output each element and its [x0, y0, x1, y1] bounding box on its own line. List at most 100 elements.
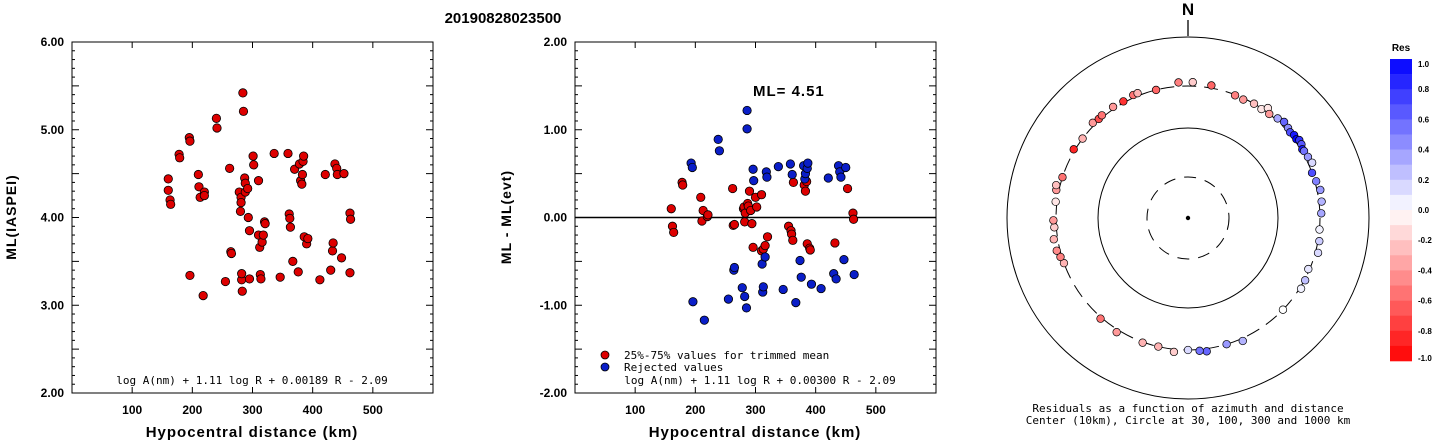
- ml-point: [303, 233, 313, 244]
- azimuth-residual-point: [1307, 158, 1317, 167]
- trimmed-mean-point: [800, 186, 811, 196]
- ml-point: [236, 197, 246, 208]
- azimuth-residual-point: [1300, 276, 1310, 285]
- x-tick-label: 300: [242, 403, 262, 417]
- figure-title: 20190828023500: [445, 10, 562, 27]
- y-tick-label: 6.00: [41, 35, 65, 49]
- ml-axis-ticks: 100 200 300 400 500 2.00 3.00 4.00 5.00 6.00: [41, 35, 433, 417]
- azimuth-residual-point: [1207, 81, 1216, 90]
- y-tick-label: 1.00: [544, 123, 568, 137]
- colorbar-cell: [1390, 345, 1412, 362]
- azimuth-residual-point: [1097, 111, 1107, 120]
- rejected-point: [787, 169, 797, 180]
- x-tick-label: 100: [122, 403, 142, 417]
- ml-point: [235, 206, 246, 216]
- colorbar-cell: [1390, 134, 1412, 150]
- ml-point: [199, 190, 209, 201]
- rejected-point: [699, 315, 709, 325]
- residual-x-axis-label: Hypocentral distance (km): [649, 424, 862, 441]
- colorbar-cell: [1390, 164, 1412, 181]
- azimuth-residual-point: [1313, 248, 1323, 257]
- ml-point: [345, 268, 355, 278]
- ml-point: [244, 226, 255, 236]
- azimuth-residual-point: [1056, 252, 1065, 262]
- trimmed-mean-point: [805, 245, 815, 255]
- residual-axis-ticks: 100 200 300 400 500 -2.00 -1.00 0.00 1.00 2.00: [540, 35, 936, 417]
- colorbar-cell: [1390, 119, 1412, 135]
- azimuth-residual-point: [1315, 237, 1324, 246]
- rejected-point: [742, 105, 752, 116]
- colorbar-tick-label: 1.0: [1418, 60, 1430, 69]
- ml-point: [249, 160, 259, 170]
- rejected-point: [713, 134, 723, 145]
- ml-point: [163, 174, 173, 184]
- ml-point: [211, 113, 221, 123]
- trimmed-mean-point: [756, 190, 767, 200]
- ml-point: [283, 148, 293, 159]
- rejected-point: [816, 283, 826, 294]
- rejected-point: [737, 283, 747, 293]
- ml-point: [297, 169, 308, 180]
- colorbar-cell: [1390, 149, 1412, 165]
- azimuth-residual-point: [1188, 78, 1197, 87]
- ml-point: [260, 219, 270, 229]
- azimuth-residual-point: [1112, 328, 1121, 337]
- y-tick-label: 2.00: [41, 386, 65, 400]
- azimuth-residual-point: [1279, 117, 1289, 127]
- azimuth-residual-point: [1108, 102, 1118, 112]
- ml-point: [328, 238, 338, 248]
- colorbar-tick-label: 0.2: [1418, 176, 1430, 185]
- azimuth-points: [1049, 78, 1326, 357]
- ml-points: [163, 88, 356, 301]
- ml-point: [226, 248, 237, 259]
- ml-point: [238, 88, 248, 98]
- azimuth-residual-point: [1273, 114, 1282, 123]
- colorbar-cell: [1390, 89, 1412, 105]
- trimmed-mean-point: [788, 177, 799, 187]
- ml-y-axis-label: ML(IASPEI): [3, 174, 19, 259]
- ml-point: [258, 230, 268, 240]
- colorbar-tick-label: 0.0: [1418, 206, 1430, 215]
- ml-point: [320, 169, 330, 180]
- ml-point: [297, 179, 307, 189]
- ml-point: [238, 106, 249, 116]
- rejected-point: [773, 162, 783, 172]
- azimuth-residual-point: [1303, 152, 1313, 162]
- residual-formula: log A(nm) + 1.11 log R + 0.00300 R - 2.0…: [624, 374, 896, 387]
- azimuth-residual-point: [1050, 223, 1059, 232]
- colorbar-cell: [1390, 300, 1412, 316]
- ml-point: [299, 151, 309, 161]
- trimmed-mean-point: [696, 192, 706, 202]
- trimmed-mean-point: [728, 183, 738, 194]
- rejected-point: [740, 291, 750, 302]
- colorbar-tick-label: 0.6: [1418, 115, 1430, 124]
- ml-point: [243, 183, 253, 194]
- rejected-point: [778, 284, 788, 295]
- azimuth-residual-point: [1154, 342, 1163, 351]
- azimuth-residual-point: [1265, 109, 1274, 119]
- ml-point: [248, 151, 258, 161]
- azimuth-residual-point: [1222, 340, 1231, 349]
- ml-point: [326, 265, 336, 275]
- trimmed-mean-point: [747, 219, 757, 229]
- trimmed-mean-point: [678, 180, 688, 190]
- rejected-point: [795, 255, 805, 266]
- colorbar-cell: [1390, 210, 1412, 226]
- ml-event-annotation: ML= 4.51: [753, 83, 825, 100]
- legend-marker-trimmed: [600, 350, 610, 360]
- colorbar-cells: [1390, 59, 1412, 362]
- y-tick-label: 3.00: [41, 298, 65, 312]
- trimmed-mean-point: [744, 186, 755, 196]
- azimuth-residual-point: [1138, 338, 1147, 347]
- ml-point: [275, 272, 285, 282]
- colorbar-cell: [1390, 194, 1412, 211]
- ring-1000km: [1006, 36, 1370, 400]
- azimuth-residual-point: [1238, 336, 1247, 346]
- epicenter-dot: [1185, 215, 1191, 221]
- residual-points: [666, 105, 859, 325]
- trimmed-mean-point: [748, 242, 758, 252]
- ml-point: [253, 176, 264, 186]
- ml-point: [198, 290, 208, 301]
- ml-point: [237, 286, 247, 296]
